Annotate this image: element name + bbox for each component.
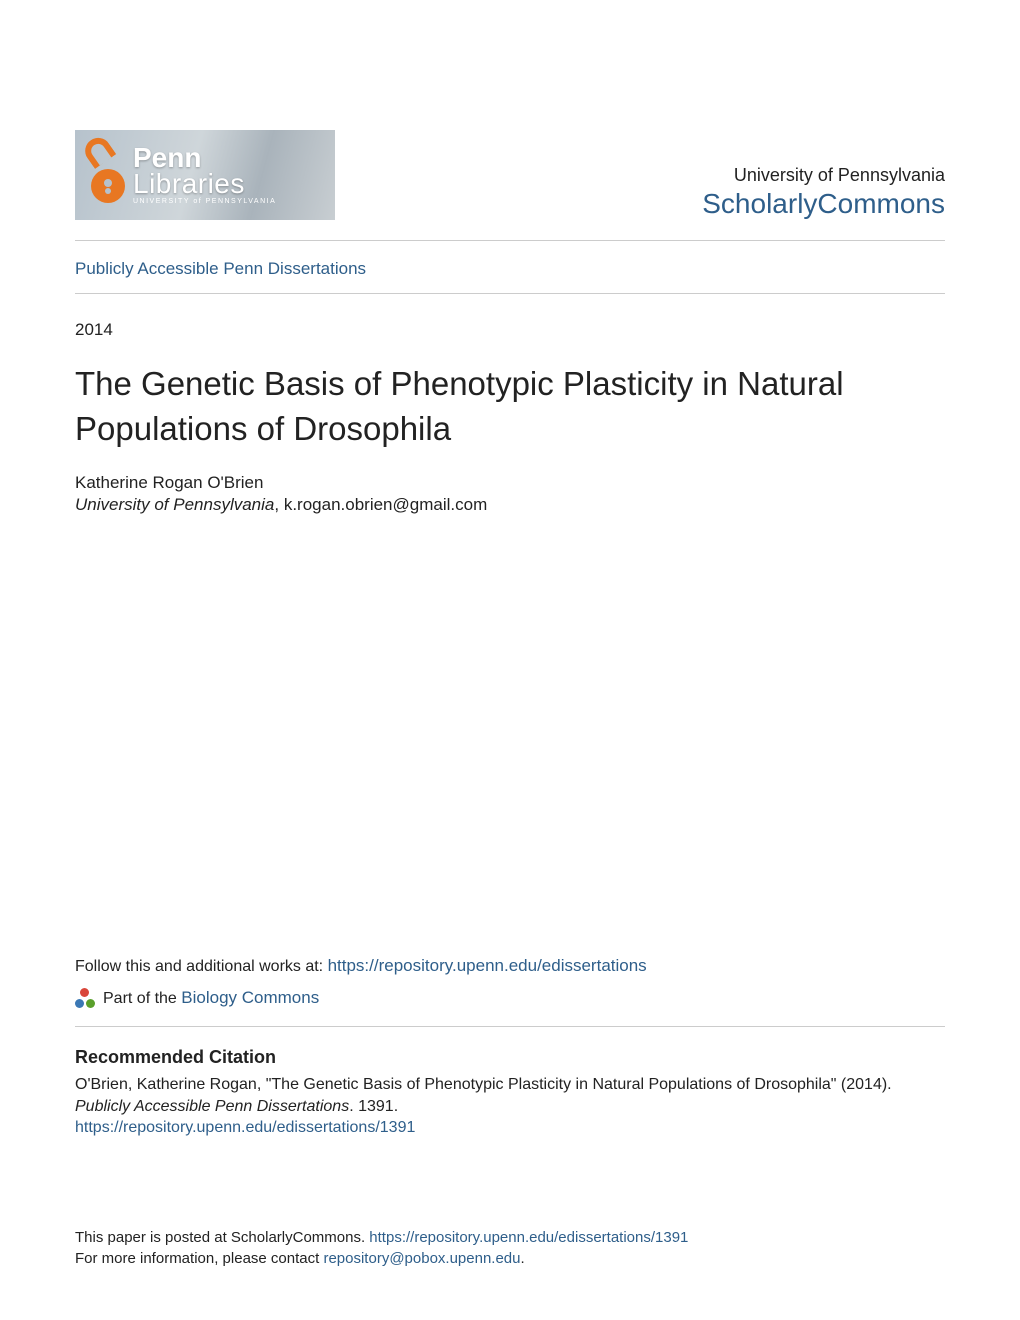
footer-url[interactable]: https://repository.upenn.edu/edissertati… bbox=[369, 1229, 688, 1246]
follow-link[interactable]: https://repository.upenn.edu/edissertati… bbox=[328, 956, 647, 975]
collection-link[interactable]: Publicly Accessible Penn Dissertations bbox=[75, 259, 366, 278]
citation-post: . 1391. bbox=[349, 1098, 398, 1115]
separator: , bbox=[274, 495, 283, 514]
commons-link[interactable]: Biology Commons bbox=[181, 988, 319, 1007]
author-name: Katherine Rogan O'Brien bbox=[75, 473, 945, 493]
page-header: Penn Libraries UNIVERSITY of PENNSYLVANI… bbox=[75, 130, 945, 241]
part-of-row: Part of the Biology Commons bbox=[75, 988, 945, 1027]
penn-libraries-logo[interactable]: Penn Libraries UNIVERSITY of PENNSYLVANI… bbox=[75, 130, 335, 220]
citation-text: O'Brien, Katherine Rogan, "The Genetic B… bbox=[75, 1074, 945, 1119]
author-affiliation: University of Pennsylvania, k.rogan.obri… bbox=[75, 495, 945, 515]
footer-line2-post: . bbox=[520, 1250, 524, 1267]
footer-email[interactable]: repository@pobox.upenn.edu bbox=[323, 1250, 520, 1267]
commons-network-icon bbox=[75, 988, 95, 1008]
vertical-spacer bbox=[75, 515, 945, 956]
open-access-lock-icon bbox=[89, 147, 127, 203]
footer-line1: This paper is posted at ScholarlyCommons… bbox=[75, 1227, 945, 1249]
citation-heading: Recommended Citation bbox=[75, 1047, 945, 1068]
citation-block: Recommended Citation O'Brien, Katherine … bbox=[75, 1047, 945, 1137]
citation-url[interactable]: https://repository.upenn.edu/edissertati… bbox=[75, 1119, 415, 1136]
footer-line2: For more information, please contact rep… bbox=[75, 1248, 945, 1270]
citation-pre: O'Brien, Katherine Rogan, "The Genetic B… bbox=[75, 1076, 892, 1093]
author-institution: University of Pennsylvania bbox=[75, 495, 274, 514]
footer-line2-pre: For more information, please contact bbox=[75, 1250, 323, 1267]
document-page: Penn Libraries UNIVERSITY of PENNSYLVANI… bbox=[0, 0, 1020, 1320]
header-right: University of Pennsylvania ScholarlyComm… bbox=[702, 165, 945, 220]
citation-series: Publicly Accessible Penn Dissertations bbox=[75, 1098, 349, 1115]
logo-line2: Libraries bbox=[133, 171, 276, 196]
collection-row: Publicly Accessible Penn Dissertations bbox=[75, 241, 945, 294]
part-of-text: Part of the Biology Commons bbox=[103, 988, 319, 1008]
publication-year: 2014 bbox=[75, 320, 945, 340]
logo-text: Penn Libraries UNIVERSITY of PENNSYLVANI… bbox=[133, 145, 276, 204]
author-email: k.rogan.obrien@gmail.com bbox=[284, 495, 487, 514]
logo-line1: Penn bbox=[133, 145, 276, 170]
part-of-prefix: Part of the bbox=[103, 990, 181, 1007]
follow-row: Follow this and additional works at: htt… bbox=[75, 956, 945, 976]
document-title: The Genetic Basis of Phenotypic Plastici… bbox=[75, 362, 895, 451]
repository-link[interactable]: ScholarlyCommons bbox=[702, 188, 945, 219]
logo-line3: UNIVERSITY of PENNSYLVANIA bbox=[133, 198, 276, 205]
university-name: University of Pennsylvania bbox=[702, 165, 945, 186]
follow-prefix: Follow this and additional works at: bbox=[75, 958, 328, 975]
page-footer: This paper is posted at ScholarlyCommons… bbox=[75, 1227, 945, 1271]
footer-line1-pre: This paper is posted at ScholarlyCommons… bbox=[75, 1229, 369, 1246]
